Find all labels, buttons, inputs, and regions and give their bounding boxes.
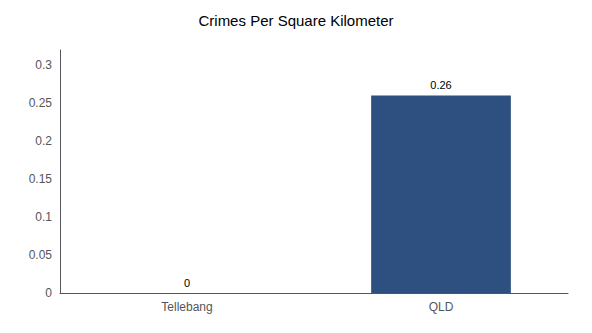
- svg-text:0: 0: [184, 277, 190, 289]
- svg-text:0.3: 0.3: [35, 58, 52, 72]
- svg-text:0.05: 0.05: [29, 248, 53, 262]
- svg-text:0.25: 0.25: [29, 96, 53, 110]
- svg-text:0.1: 0.1: [35, 210, 52, 224]
- svg-text:0.26: 0.26: [430, 79, 451, 91]
- svg-text:0: 0: [45, 286, 52, 300]
- svg-text:0.2: 0.2: [35, 134, 52, 148]
- svg-text:Tellebang: Tellebang: [161, 300, 212, 314]
- svg-text:0.15: 0.15: [29, 172, 53, 186]
- svg-text:Crimes Per Square Kilometer: Crimes Per Square Kilometer: [198, 12, 393, 29]
- svg-text:QLD: QLD: [429, 300, 454, 314]
